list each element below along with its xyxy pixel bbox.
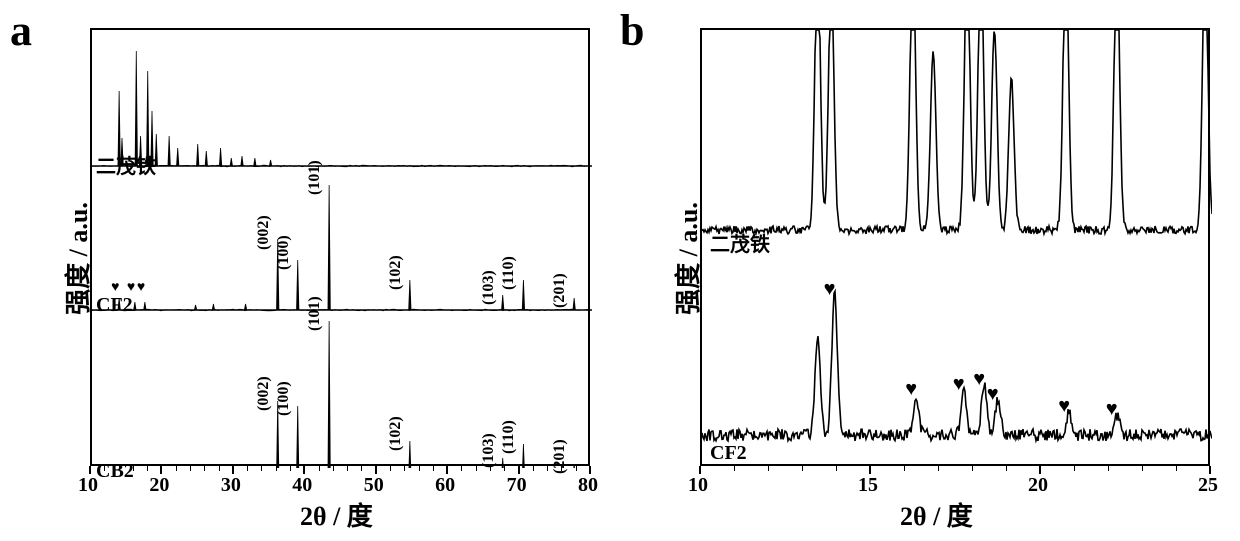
panel-a: a 强度 / a.u. 2θ / 度 1020304050607080 (002… (10, 10, 600, 531)
miller-label: (201) (551, 273, 569, 308)
series-label: CF2 (710, 442, 747, 465)
xtick-label: 25 (1198, 474, 1218, 497)
panel-a-plot-area (90, 28, 590, 466)
panel-b-ylabel: 强度 / a.u. (668, 202, 705, 315)
figure-container: a 强度 / a.u. 2θ / 度 10 20 30 40 50 60 70 80 (002… (0, 0, 1240, 541)
miller-label: (110) (500, 420, 518, 454)
miller-label: (002) (255, 215, 273, 250)
miller-label: (103) (480, 270, 498, 305)
xtick-label: 20 (149, 474, 169, 497)
heart-icon: ♥ (137, 280, 145, 296)
series-label: CF2 (96, 294, 133, 317)
xtick-label: 15 (858, 474, 878, 497)
xtick-label: 70 (507, 474, 527, 497)
miller-label: (101) (306, 296, 324, 331)
xtick-label: 10 (78, 474, 98, 497)
xtick-label: 10 (688, 474, 708, 497)
series-label: 二茂铁 (710, 228, 770, 257)
miller-label: (101) (306, 160, 324, 195)
panel-b: b 强度 / a.u. 2θ / 度 10152025 二茂铁CF2 ♥♥♥♥♥… (620, 10, 1220, 531)
heart-icon: ♥ (987, 383, 999, 406)
heart-icon: ♥ (953, 373, 965, 396)
panel-b-xlabel: 2θ / 度 (900, 496, 973, 533)
panel-b-plot-area (700, 28, 1210, 466)
heart-icon: ♥ (1058, 395, 1070, 418)
panel-a-label: a (10, 5, 32, 56)
miller-label: (002) (255, 376, 273, 411)
heart-icon: ♥ (905, 378, 917, 401)
series-label: CB2 (96, 460, 134, 483)
panel-a-ylabel: 强度 / a.u. (58, 202, 95, 315)
heart-icon: ♥ (1106, 398, 1118, 421)
xtick-label: 30 (221, 474, 241, 497)
miller-label: (103) (480, 433, 498, 468)
xtick-label: 50 (364, 474, 384, 497)
miller-label: (201) (551, 439, 569, 474)
panel-b-label: b (620, 5, 644, 56)
heart-icon: ♥ (824, 278, 836, 301)
panel-a-svg (92, 30, 592, 468)
xtick-label: 60 (435, 474, 455, 497)
miller-label: (100) (275, 235, 293, 270)
series-label: 二茂铁 (96, 150, 156, 179)
heart-icon: ♥ (127, 280, 135, 296)
heart-icon: ♥ (973, 368, 985, 391)
xtick-label: 40 (292, 474, 312, 497)
miller-label: (100) (275, 381, 293, 416)
xtick-label: 80 (578, 474, 598, 497)
miller-label: (102) (387, 255, 405, 290)
miller-label: (110) (500, 256, 518, 290)
miller-label: (102) (387, 416, 405, 451)
panel-a-xlabel: 2θ / 度 (300, 496, 373, 533)
heart-icon: ♥ (111, 280, 119, 296)
xtick-label: 20 (1028, 474, 1048, 497)
panel-b-svg (702, 30, 1212, 468)
